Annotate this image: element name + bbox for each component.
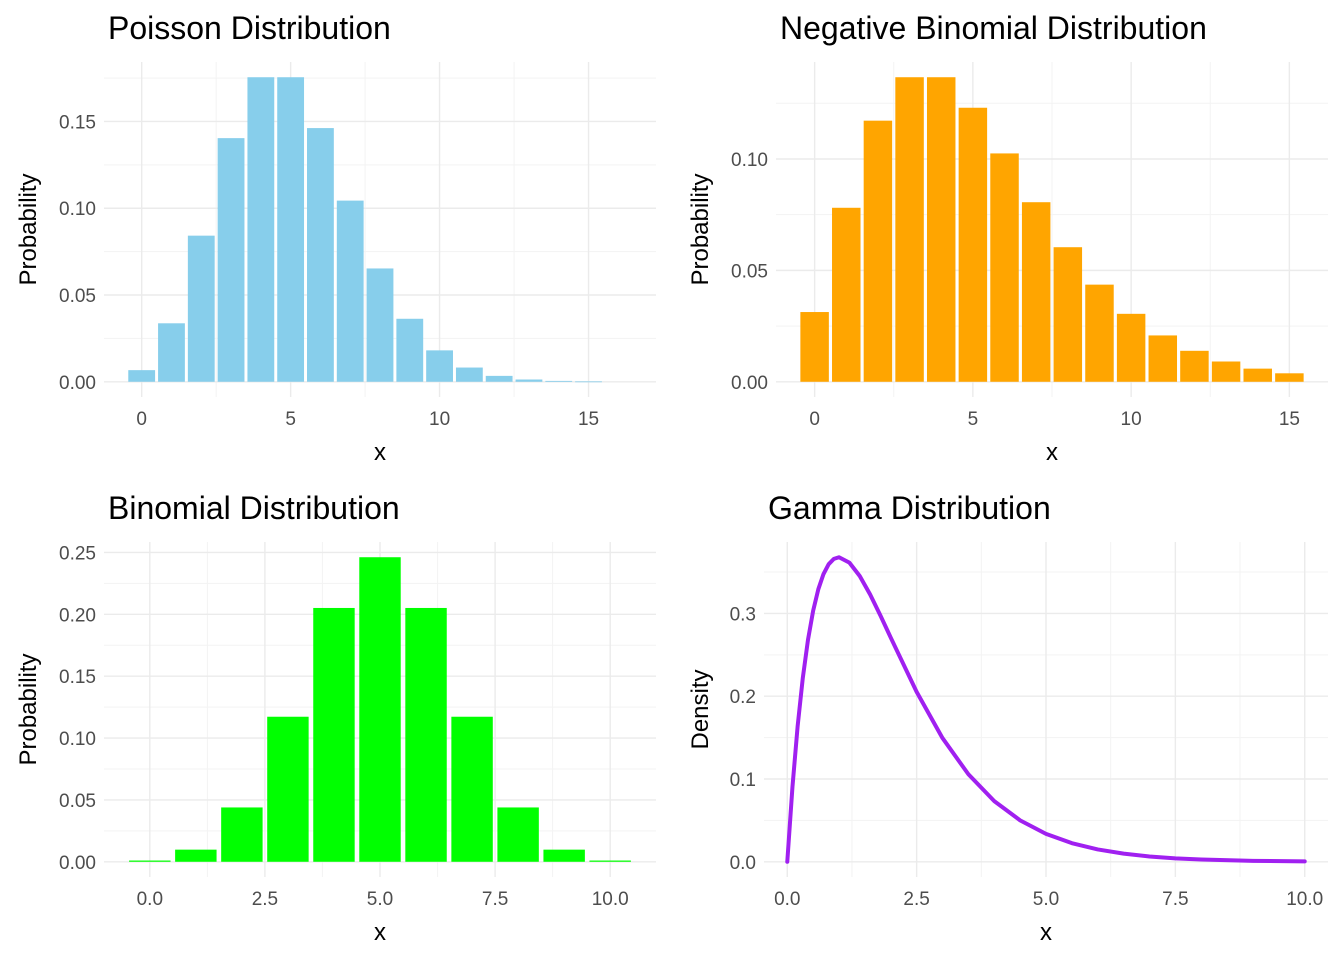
negative-binomial-bar: [1211, 361, 1241, 382]
y-tick-label: 0.20: [59, 605, 96, 626]
binomial-title: Binomial Distribution: [108, 490, 400, 526]
x-tick-label: 15: [1279, 409, 1300, 430]
poisson-bar: [336, 200, 364, 382]
x-tick-label: 5: [285, 409, 296, 430]
negative-binomial-bar: [1116, 313, 1146, 382]
y-axis-title: Density: [687, 669, 714, 749]
y-tick-label: 0.3: [730, 604, 756, 625]
binomial-bar: [313, 607, 355, 862]
x-tick-label: 5: [968, 409, 979, 430]
binomial-bar: [129, 860, 171, 862]
gamma-title: Gamma Distribution: [768, 490, 1051, 526]
x-tick-label: 10.0: [592, 889, 629, 910]
x-tick-label: 5.0: [367, 889, 393, 910]
poisson-bar: [187, 235, 215, 382]
binomial-bar: [221, 807, 263, 862]
x-tick-label: 7.5: [1162, 889, 1188, 910]
y-tick-label: 0.15: [59, 112, 96, 133]
x-tick-label: 10.0: [1286, 889, 1323, 910]
poisson-bar: [128, 370, 156, 382]
x-tick-label: 15: [578, 409, 599, 430]
negative-binomial-bar: [1243, 368, 1272, 382]
y-axis-title: Probability: [15, 653, 42, 765]
x-tick-label: 2.5: [252, 889, 278, 910]
y-tick-label: 0.05: [59, 286, 96, 307]
poisson-bar: [396, 318, 424, 382]
poisson-bar: [366, 268, 394, 382]
poisson-chart: 0.00 0.05 0.10 0.15 0 5 10 15 x Probability: [15, 62, 656, 466]
poisson-bar: [426, 350, 453, 382]
poisson-bar: [515, 379, 543, 382]
y-tick-label: 0.00: [59, 373, 96, 394]
x-tick-label: 10: [429, 409, 450, 430]
binomial-bar: [405, 607, 447, 862]
poisson-bar: [217, 138, 245, 382]
poisson-bar: [277, 77, 305, 382]
binomial-bar: [267, 716, 309, 862]
y-tick-label: 0.10: [731, 150, 768, 171]
negative-binomial-bar: [895, 77, 924, 382]
poisson-bar: [307, 128, 334, 382]
poisson-bar: [485, 375, 513, 382]
gamma-density-line: [785, 555, 1307, 864]
x-tick-label: 0: [136, 409, 147, 430]
x-tick-label: 5.0: [1033, 889, 1059, 910]
negative-binomial-bar: [1021, 202, 1051, 382]
x-tick-label: 0: [809, 409, 820, 430]
negative-binomial-title: Negative Binomial Distribution: [780, 10, 1207, 46]
poisson-bar: [455, 367, 483, 382]
binomial-bar: [359, 557, 401, 862]
poisson-bar: [247, 77, 275, 382]
negative-binomial-bar: [1085, 284, 1114, 382]
x-tick-label: 0.0: [137, 889, 163, 910]
y-tick-label: 0.05: [731, 261, 768, 282]
x-tick-label: 2.5: [903, 889, 929, 910]
negative-binomial-bar: [926, 77, 956, 382]
x-tick-label: 10: [1121, 409, 1142, 430]
x-axis-title: x: [1046, 439, 1058, 466]
x-axis-title: x: [374, 919, 386, 946]
y-tick-label: 0.25: [59, 543, 96, 564]
binomial-bar: [543, 849, 585, 862]
negative-binomial-bar: [1148, 335, 1178, 382]
y-axis-title: Probability: [687, 173, 714, 285]
y-tick-label: 0.0: [730, 853, 756, 874]
y-axis-title: Probability: [15, 173, 42, 285]
gamma-chart: 0.0 0.1 0.2 0.3 0.0 2.5 5.0 7.5 10.0 x Density: [687, 542, 1328, 946]
y-tick-label: 0.2: [730, 687, 756, 708]
x-tick-label: 7.5: [482, 889, 508, 910]
negative-binomial-bar: [990, 153, 1019, 382]
poisson-bar: [158, 323, 185, 382]
binomial-bar: [589, 860, 631, 862]
poisson-bar: [575, 381, 602, 383]
y-tick-label: 0.00: [59, 853, 96, 874]
binomial-chart: 0.00 0.05 0.10 0.15 0.20 0.25 0.0 2.5 5.0 7.5 10.0…: [15, 542, 656, 946]
y-tick-label: 0.05: [59, 791, 96, 812]
y-tick-label: 0.10: [59, 729, 96, 750]
negative-binomial-bar: [832, 207, 861, 382]
poisson-bar: [545, 380, 573, 382]
negative-binomial-bar: [863, 120, 893, 382]
x-axis-title: x: [1040, 919, 1052, 946]
negative-binomial-chart: 0.00 0.05 0.10 0 5 10 15 x Probability: [687, 62, 1328, 466]
negative-binomial-bar: [958, 107, 988, 382]
negative-binomial-bar: [1275, 373, 1304, 382]
y-tick-label: 0.1: [730, 770, 756, 791]
y-tick-label: 0.00: [731, 373, 768, 394]
y-tick-label: 0.10: [59, 199, 96, 220]
poisson-title: Poisson Distribution: [108, 10, 391, 46]
binomial-bar: [451, 716, 493, 862]
binomial-bar: [175, 849, 217, 862]
negative-binomial-bar: [1053, 247, 1083, 382]
negative-binomial-bar: [800, 312, 829, 382]
binomial-bar: [497, 807, 539, 862]
negative-binomial-bar: [1180, 350, 1209, 382]
y-tick-label: 0.15: [59, 667, 96, 688]
x-tick-label: 0.0: [774, 889, 800, 910]
x-axis-title: x: [374, 439, 386, 466]
